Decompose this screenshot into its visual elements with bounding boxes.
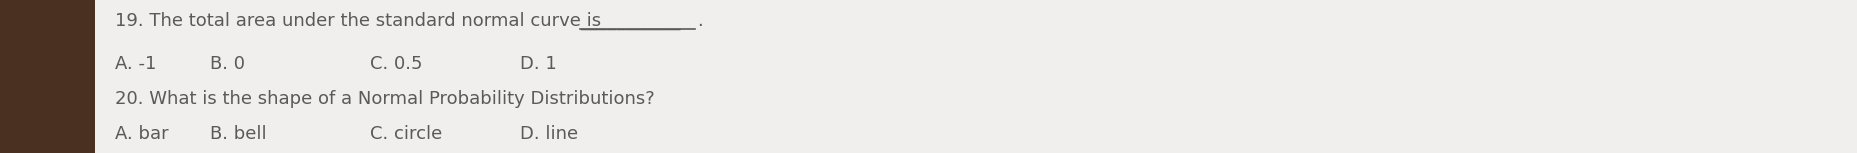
Text: D. line: D. line xyxy=(520,125,578,143)
Text: C. circle: C. circle xyxy=(370,125,442,143)
Text: 19. The total area under the standard normal curve is: 19. The total area under the standard no… xyxy=(115,12,607,30)
Bar xyxy=(0,0,95,153)
Text: C. 0.5: C. 0.5 xyxy=(370,55,423,73)
Text: A. -1: A. -1 xyxy=(115,55,156,73)
Text: D. 1: D. 1 xyxy=(520,55,557,73)
Text: B. 0: B. 0 xyxy=(210,55,245,73)
Text: 20. What is the shape of a Normal Probability Distributions?: 20. What is the shape of a Normal Probab… xyxy=(115,90,656,108)
Text: B. bell: B. bell xyxy=(210,125,267,143)
Text: .: . xyxy=(696,12,702,30)
Text: A. bar: A. bar xyxy=(115,125,169,143)
Text: ___________: ___________ xyxy=(579,12,680,30)
